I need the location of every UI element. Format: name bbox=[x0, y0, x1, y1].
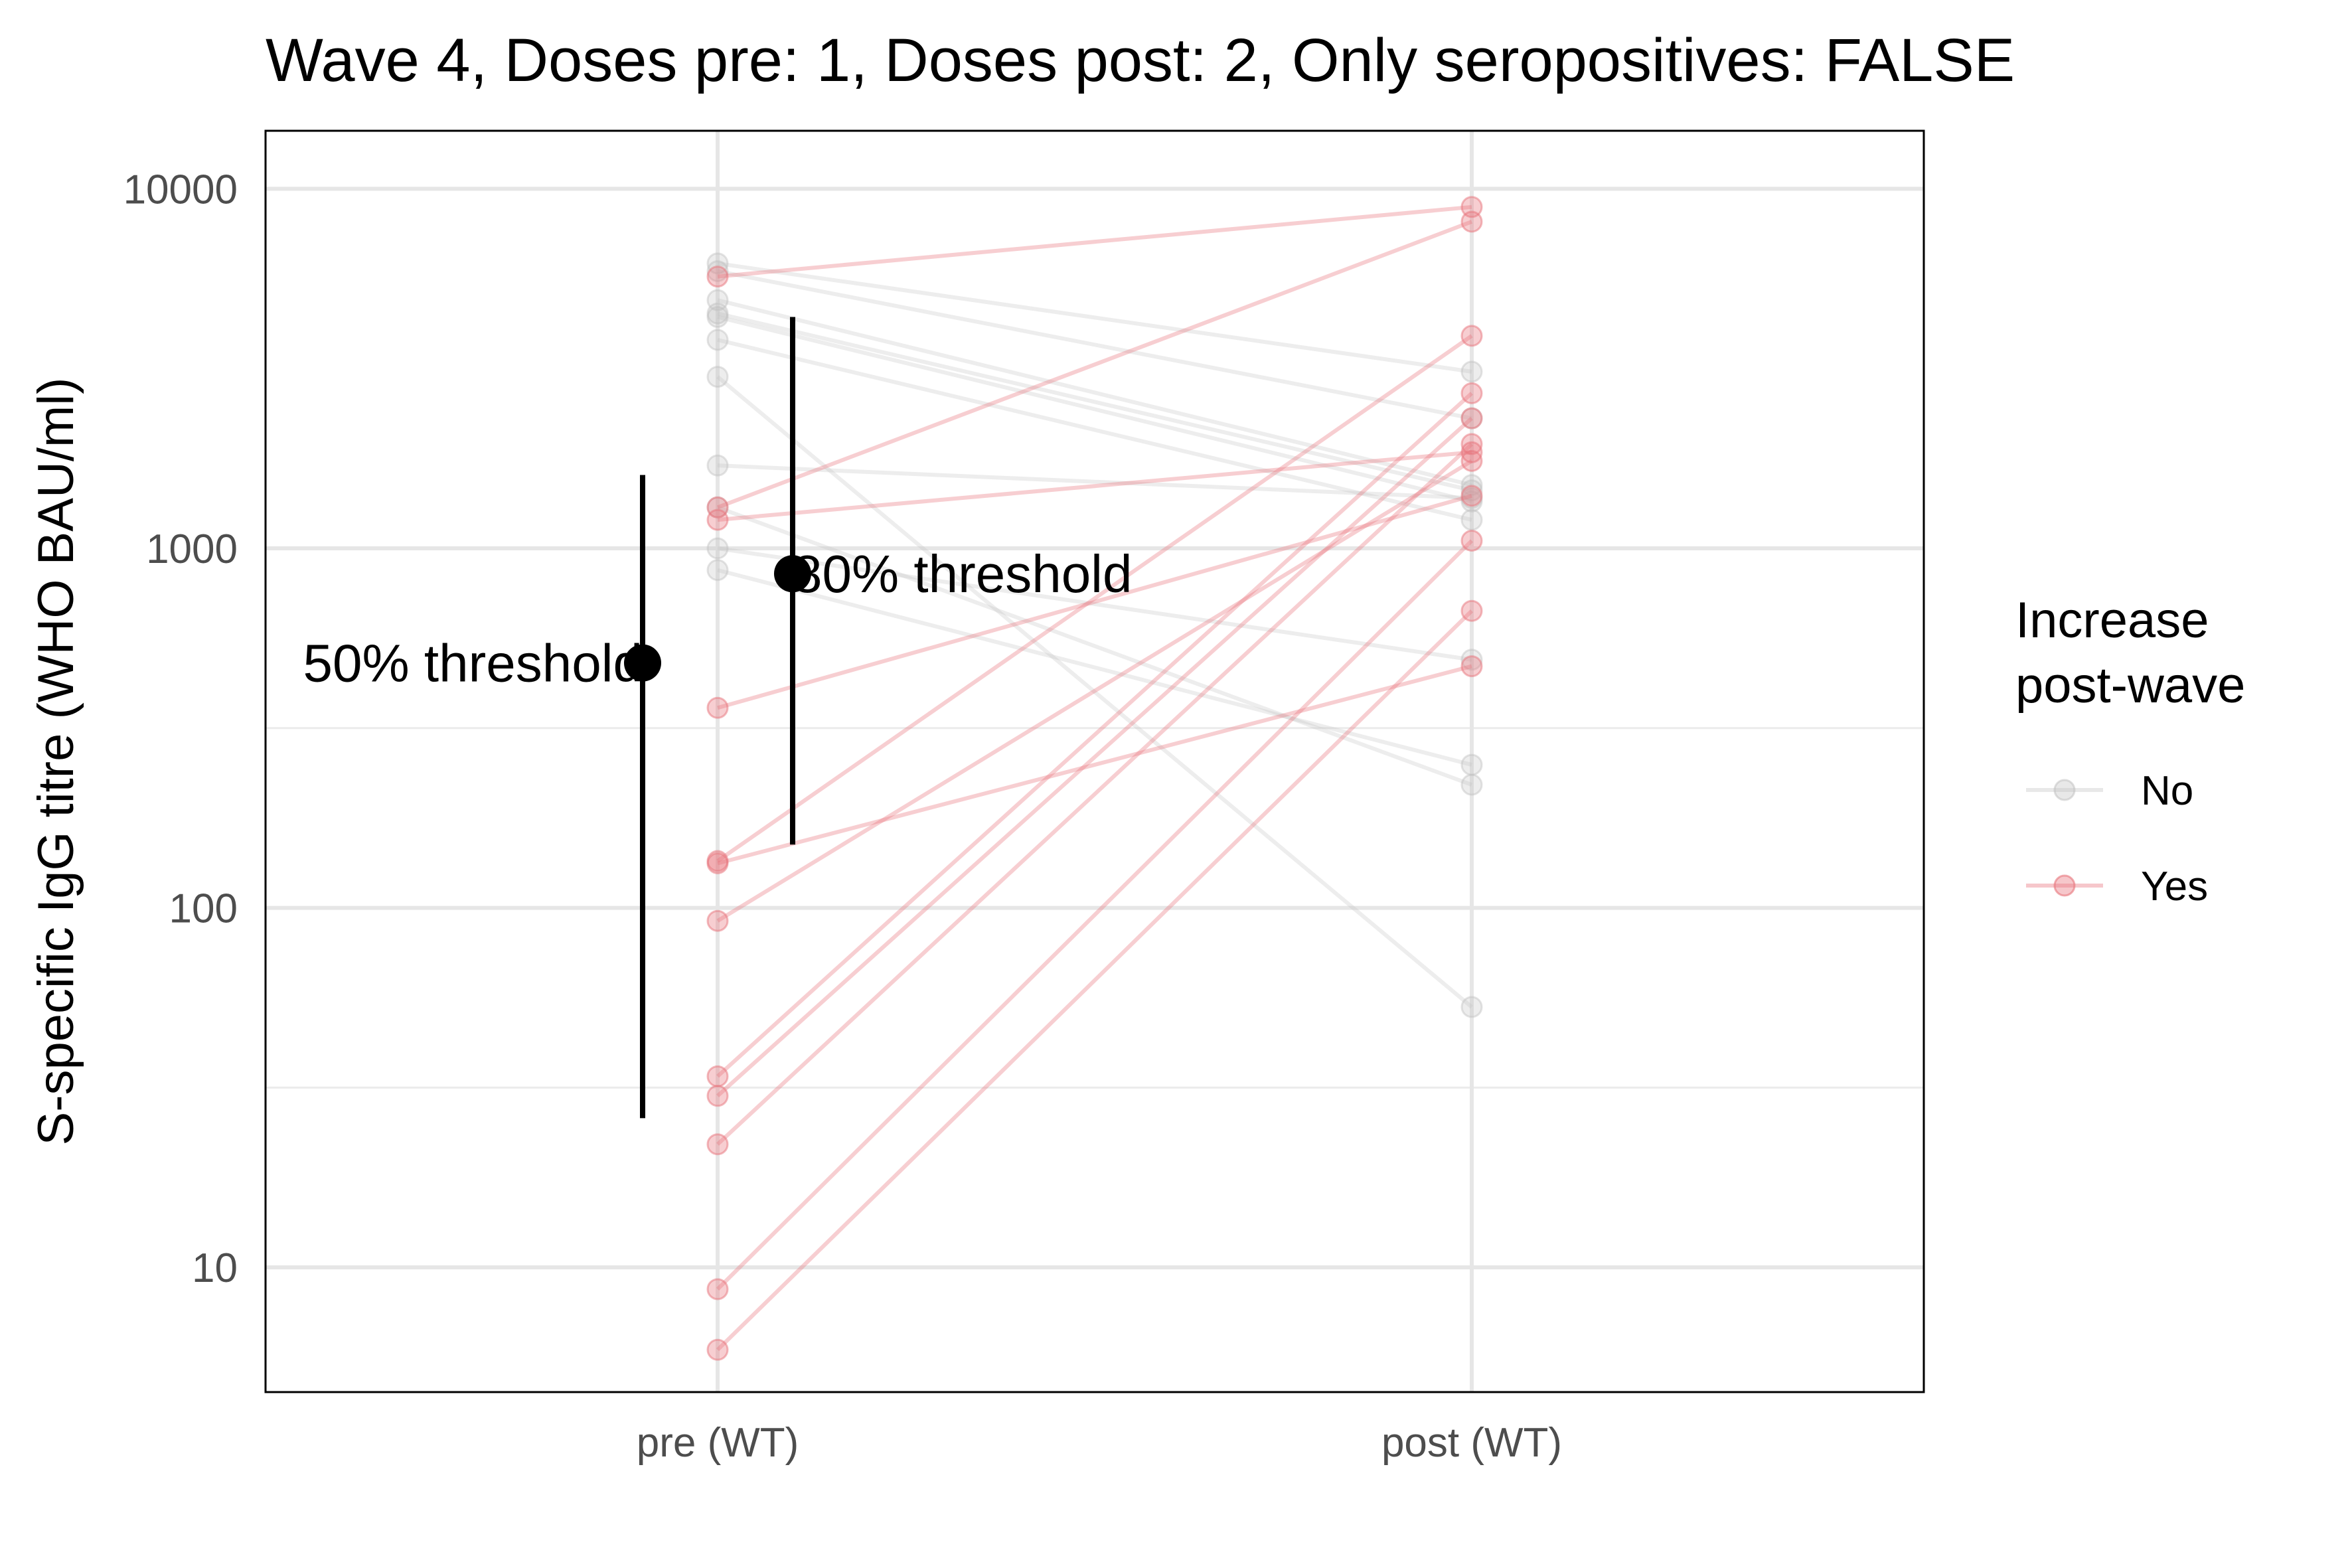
series-line-6 bbox=[716, 375, 1473, 1009]
series-line-5 bbox=[717, 338, 1472, 522]
x-axis-ticks: pre (WT) post (WT) bbox=[637, 1420, 1562, 1466]
series-line-0 bbox=[717, 261, 1472, 374]
series-point-9-pre bbox=[706, 559, 729, 582]
series-point-6-pre bbox=[706, 366, 729, 388]
threshold-label-0: 50% threshold bbox=[303, 634, 643, 693]
y-axis-label: S-specific IgG titre (WHO BAU/ml) bbox=[28, 378, 84, 1146]
series-point-5-pre bbox=[706, 329, 729, 351]
legend-title-line2: post-wave bbox=[2015, 657, 2245, 714]
series-point-12-post bbox=[1460, 210, 1483, 233]
series-line-16 bbox=[717, 664, 1472, 866]
series-line-3 bbox=[717, 311, 1472, 493]
series-point-20-post bbox=[1460, 433, 1483, 455]
series-point-8-post bbox=[1460, 649, 1483, 671]
legend-key-yes bbox=[2026, 874, 2103, 897]
series-point-6-post bbox=[1460, 996, 1483, 1018]
series-point-18-post bbox=[1460, 382, 1483, 404]
y-axis-ticks: 10 100 1000 10000 bbox=[123, 167, 238, 1291]
series-line-2 bbox=[717, 298, 1472, 487]
series-line-10 bbox=[716, 505, 1473, 787]
legend: Increase post-wave No Yes bbox=[2015, 592, 2245, 909]
series-point-14-post bbox=[1460, 485, 1483, 507]
series-line-8 bbox=[717, 546, 1472, 662]
legend-label-yes: Yes bbox=[2141, 864, 2208, 909]
y-tick-label-2: 1000 bbox=[146, 526, 238, 572]
series-point-7-pre bbox=[706, 454, 729, 477]
y-tick-label-0: 10 bbox=[192, 1245, 238, 1291]
series-point-10-post bbox=[1460, 773, 1483, 796]
series-point-22-post bbox=[1460, 599, 1483, 622]
x-tick-label-0: pre (WT) bbox=[637, 1420, 799, 1466]
series-line-17 bbox=[716, 459, 1473, 923]
series-line-19 bbox=[716, 416, 1474, 1098]
series-line-18 bbox=[716, 392, 1474, 1078]
series-no bbox=[706, 252, 1483, 1018]
legend-key-no bbox=[2026, 779, 2103, 801]
series-point-3-post bbox=[1460, 479, 1483, 502]
series-point-19-pre bbox=[706, 1085, 729, 1107]
series-line-4 bbox=[717, 315, 1472, 504]
threshold-point-0 bbox=[624, 644, 661, 682]
series-line-21 bbox=[716, 539, 1474, 1291]
series-point-19-post bbox=[1460, 407, 1483, 430]
threshold-label-1: 80% threshold bbox=[793, 544, 1132, 603]
plot-panel-border bbox=[264, 129, 1925, 1393]
series-point-22-pre bbox=[706, 1338, 729, 1361]
series-point-4-post bbox=[1460, 490, 1483, 512]
series-point-4-pre bbox=[706, 306, 729, 329]
x-tick-label-1: post (WT) bbox=[1381, 1420, 1562, 1466]
series-point-14-pre bbox=[706, 696, 729, 719]
y-tick-label-1: 100 bbox=[169, 886, 238, 932]
series-line-7 bbox=[717, 463, 1472, 501]
series-point-8-pre bbox=[706, 537, 729, 560]
series-point-11-pre bbox=[706, 266, 729, 288]
series-point-18-pre bbox=[706, 1065, 729, 1087]
series-point-5-post bbox=[1460, 509, 1483, 531]
series-point-15-post bbox=[1460, 325, 1483, 347]
legend-no-marker bbox=[2053, 779, 2076, 801]
series-line-13 bbox=[717, 450, 1472, 522]
y-tick-label-3: 10000 bbox=[123, 167, 238, 212]
threshold-point-1 bbox=[774, 555, 811, 593]
series-line-1 bbox=[717, 269, 1472, 421]
series-point-17-pre bbox=[706, 909, 729, 932]
series-point-20-pre bbox=[706, 1133, 729, 1156]
series-line-15 bbox=[716, 334, 1473, 863]
series-point-21-post bbox=[1460, 530, 1483, 552]
series-line-12 bbox=[716, 220, 1473, 510]
series-point-21-pre bbox=[706, 1278, 729, 1300]
series-point-3-pre bbox=[706, 302, 729, 325]
series-line-20 bbox=[716, 442, 1474, 1146]
series-point-13-pre bbox=[706, 509, 729, 531]
series-line-22 bbox=[716, 609, 1474, 1352]
series-line-11 bbox=[717, 204, 1472, 279]
series-yes bbox=[706, 196, 1483, 1361]
legend-label-no: No bbox=[2141, 768, 2193, 814]
series-point-13-post bbox=[1460, 441, 1483, 463]
series-point-16-post bbox=[1460, 655, 1483, 678]
legend-yes-marker bbox=[2053, 874, 2076, 897]
series-point-2-pre bbox=[706, 289, 729, 311]
chart-title: Wave 4, Doses pre: 1, Doses post: 2, Onl… bbox=[266, 27, 2015, 94]
series-line-9 bbox=[717, 568, 1472, 767]
series-point-0-post bbox=[1460, 360, 1483, 383]
series-line-14 bbox=[717, 493, 1472, 710]
thresholds: 50% threshold 80% threshold bbox=[303, 317, 1132, 1119]
series-point-9-post bbox=[1460, 753, 1483, 776]
series-point-16-pre bbox=[706, 852, 729, 875]
grid bbox=[266, 131, 1924, 1392]
series-point-1-pre bbox=[706, 260, 729, 283]
series-point-17-post bbox=[1460, 449, 1483, 472]
legend-title-line1: Increase bbox=[2015, 592, 2209, 649]
